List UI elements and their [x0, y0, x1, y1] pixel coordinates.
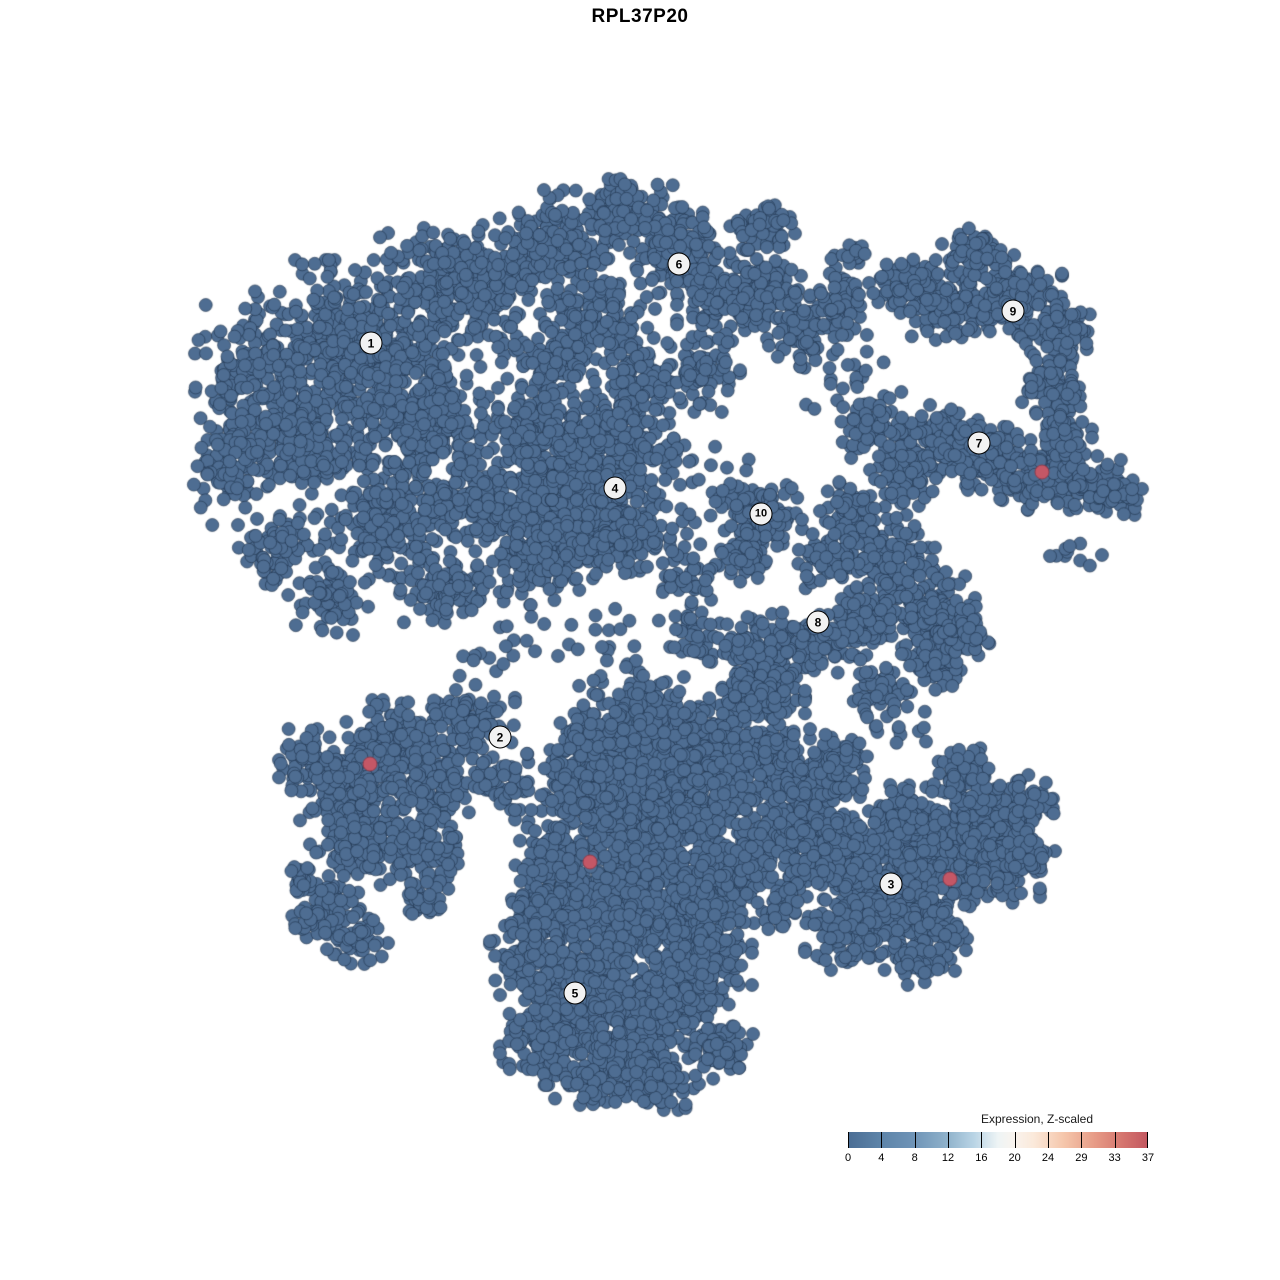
legend-tick-label: 20	[1008, 1152, 1021, 1164]
chart-title: RPL37P20	[591, 6, 689, 27]
legend-tick-label: 29	[1075, 1152, 1088, 1164]
legend-tick-mark	[1014, 1132, 1016, 1148]
legend-tick-mark	[1114, 1132, 1116, 1148]
legend-tick-mark	[981, 1132, 983, 1148]
legend-tick-mark	[848, 1132, 849, 1148]
legend-tick-label: 24	[1041, 1152, 1055, 1164]
legend-tick-label: 4	[878, 1152, 885, 1164]
legend-gradient-bar	[848, 1132, 1148, 1148]
legend-tick-mark	[1048, 1132, 1049, 1148]
legend-tick-label: 37	[1141, 1152, 1155, 1164]
legend-tick-label: 16	[975, 1152, 988, 1164]
legend-tick-label: 0	[844, 1152, 852, 1164]
legend-tick-mark	[914, 1132, 916, 1148]
legend-tick-label: 8	[911, 1152, 918, 1164]
legend-tick-mark	[1081, 1132, 1083, 1148]
legend-tick-mark	[881, 1132, 883, 1148]
legend-tick-label: 12	[941, 1152, 955, 1164]
legend-tick-mark	[1147, 1132, 1148, 1148]
legend-title: Expression, Z-scaled	[980, 1112, 1094, 1126]
legend-tick-mark	[948, 1132, 949, 1148]
legend-tick-label: 33	[1108, 1152, 1121, 1164]
